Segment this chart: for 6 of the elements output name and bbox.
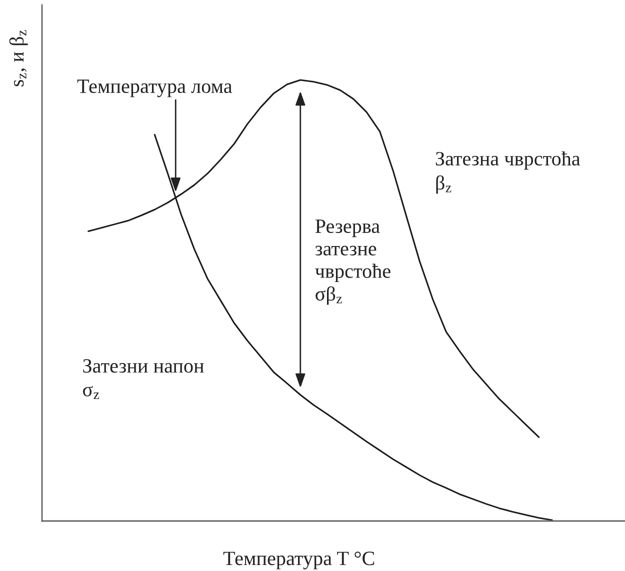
- x-axis-title: Температура T °C: [223, 552, 374, 570]
- annotation: Резерва затезне чврстоће σβ$_{z}$: [315, 220, 390, 305]
- series-label: Затезна чврстоћа β$_{z}$: [436, 151, 580, 194]
- y-axis-title: s$_{z}$, и β$_{z}$: [9, 30, 28, 86]
- text: Затезни напон σ$_{z}$: [82, 359, 204, 399]
- annotation: Температура лома: [77, 80, 232, 98]
